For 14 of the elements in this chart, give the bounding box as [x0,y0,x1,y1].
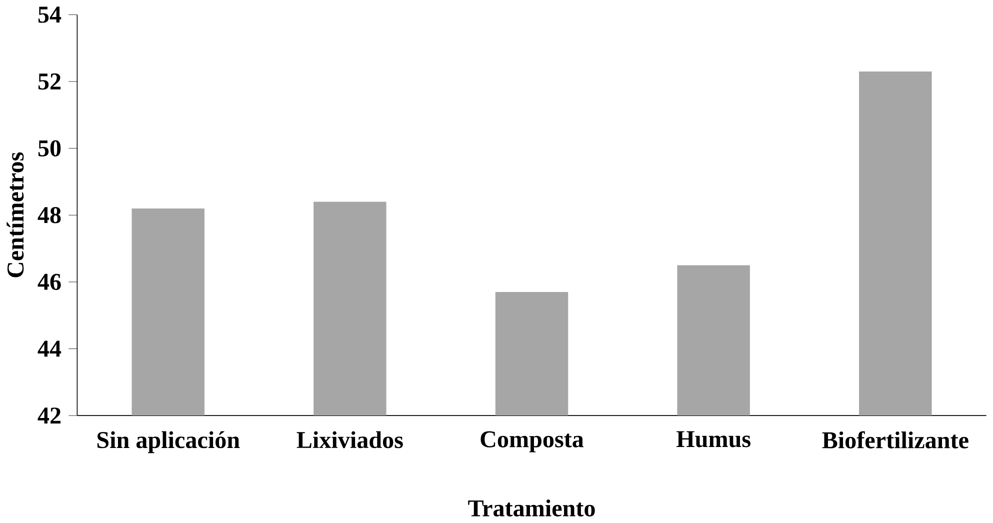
x-tick-label: Biofertilizante [822,431,968,448]
y-tick-label: 54 [38,6,62,23]
y-axis-title: Centímetros [6,152,24,278]
x-tick-label: Lixiviados [296,431,403,448]
x-tick-label: Composta [480,431,584,452]
y-tick-label: 50 [38,140,61,156]
y-tick-label: 52 [38,73,61,90]
y-tick-label: 42 [38,408,61,424]
y-tick-label: 48 [38,206,61,224]
y-tick-label: 46 [38,274,61,290]
x-tick-label: Humus [676,431,750,448]
y-tick-label: 44 [38,340,62,357]
x-tick-label: Sin aplicación [97,431,240,454]
x-axis-title: Tratamiento [468,499,595,516]
